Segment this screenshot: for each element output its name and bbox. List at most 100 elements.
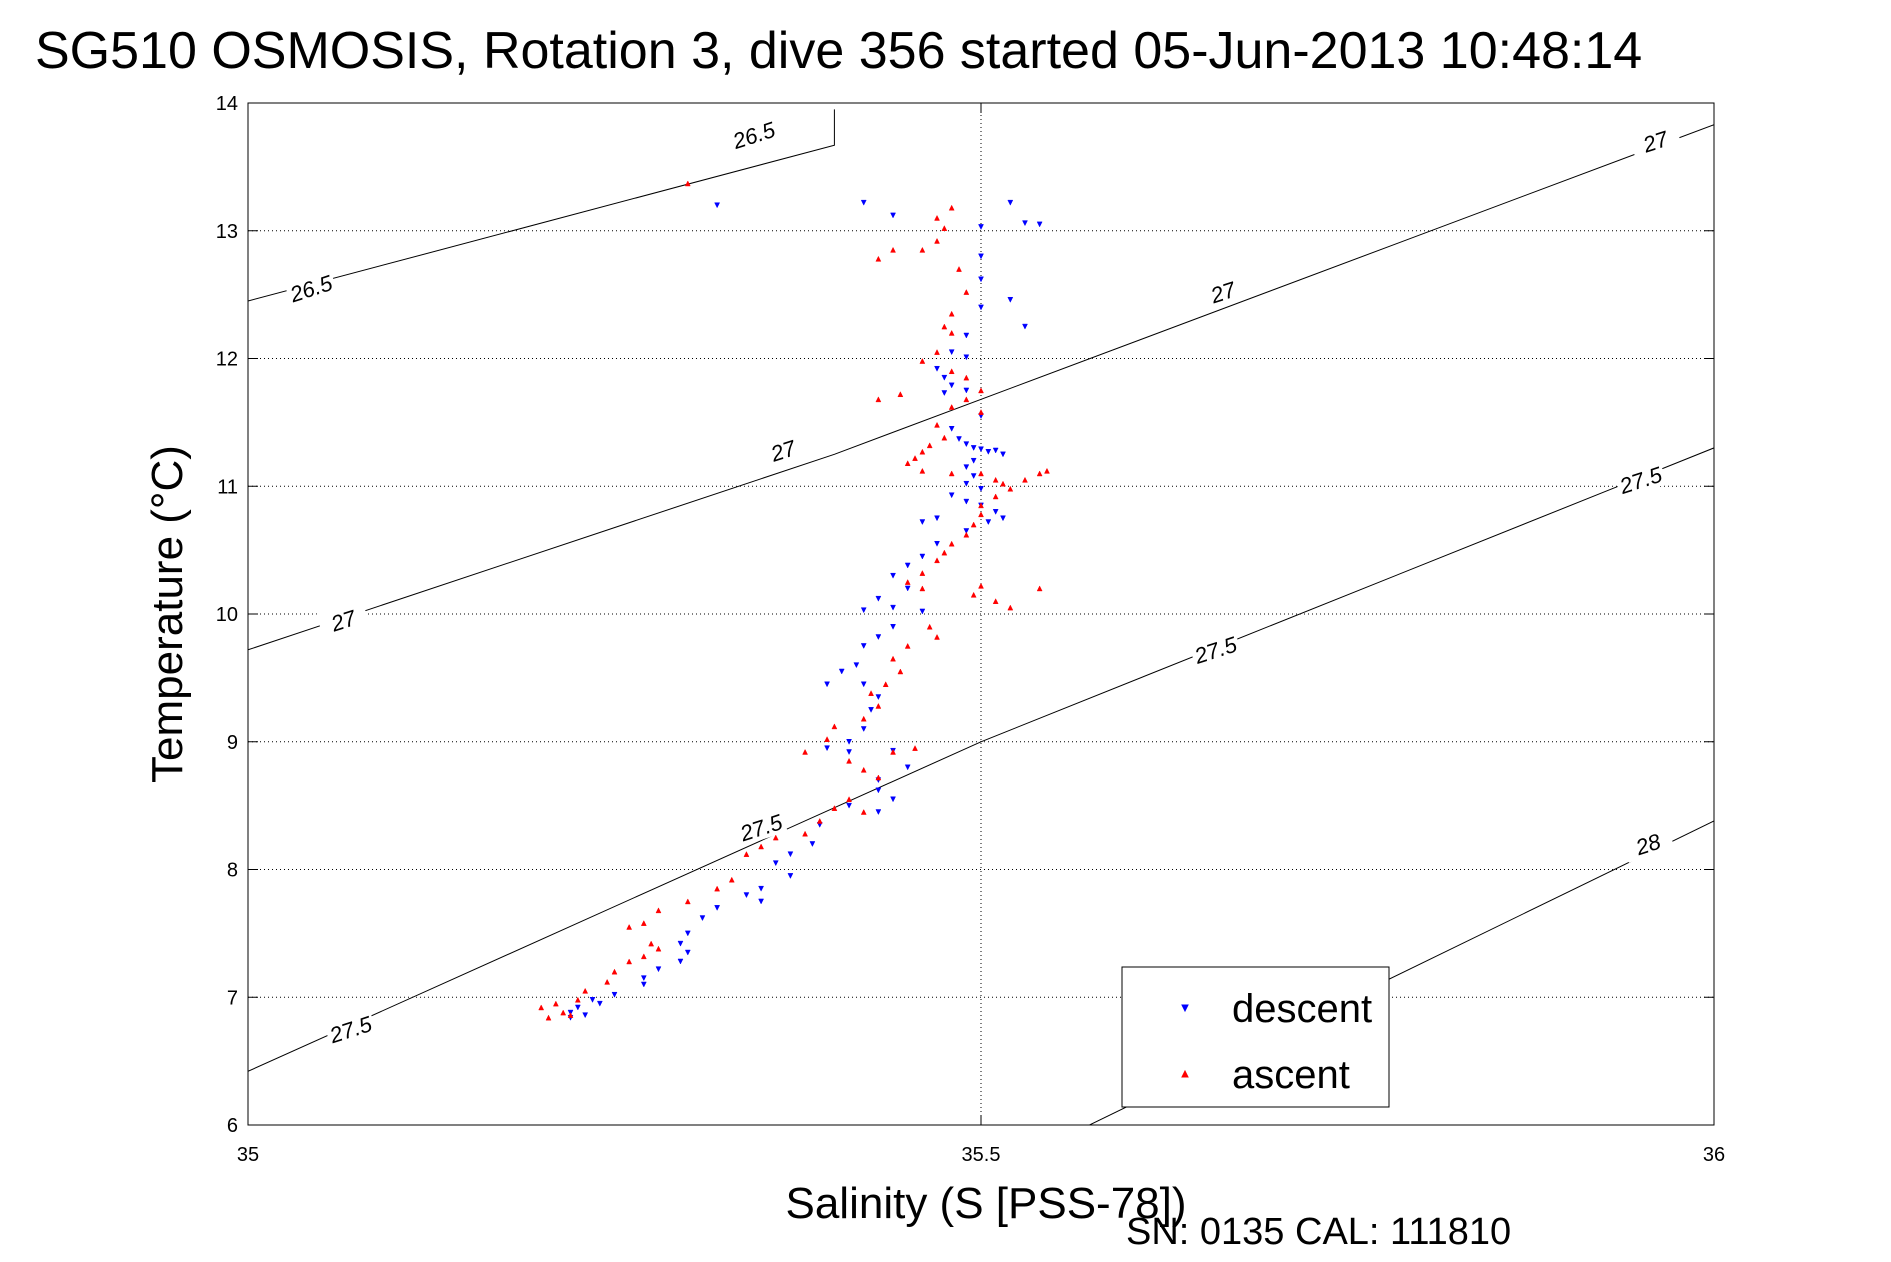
ascent-point (567, 1012, 574, 1018)
density-contour-27 (248, 124, 1714, 651)
descent-point (875, 787, 882, 794)
descent-point (582, 1012, 589, 1019)
ascent-point (875, 774, 882, 781)
ascent-point (897, 668, 904, 675)
y-tick-label: 13 (216, 221, 238, 243)
ascent-point (919, 467, 926, 474)
series-ascent (538, 180, 1050, 1021)
ascent-point (846, 796, 852, 802)
data-series (538, 180, 1050, 1021)
ascent-point (604, 978, 611, 985)
ascent-point (875, 396, 882, 403)
descent-point (846, 749, 852, 756)
descent-point (1007, 296, 1014, 303)
x-axis-label: Salinity (S [PSS-78]) (785, 1179, 1186, 1228)
descent-point (868, 707, 874, 713)
descent-point (919, 519, 926, 526)
descent-point (846, 739, 852, 745)
descent-point (860, 607, 867, 614)
ascent-point (582, 987, 589, 994)
ascent-point (963, 531, 970, 538)
x-tick-label: 35 (237, 1144, 259, 1166)
serial-calibration-footer: SN: 0135 CAL: 111810 (1126, 1211, 1511, 1253)
descent-point (772, 860, 779, 867)
descent-point (941, 390, 948, 397)
ascent-point (875, 702, 882, 709)
descent-point (824, 745, 830, 752)
descent-point (860, 643, 867, 649)
ascent-point (802, 830, 808, 837)
descent-point (677, 940, 684, 947)
legend-label-ascent: ascent (1232, 1053, 1350, 1097)
x-tick-labels: 35 35.5 36 (237, 1144, 1725, 1166)
descent-point (860, 726, 867, 733)
ascent-point (875, 255, 882, 262)
ascent-point (714, 885, 721, 892)
descent-point (684, 930, 691, 937)
ascent-point (926, 442, 933, 449)
ascent-point (626, 958, 633, 965)
contour-label-background (1188, 629, 1243, 669)
x-tick-label: 35.5 (962, 1144, 1001, 1166)
descent-point (1000, 515, 1006, 522)
ascent-point (934, 557, 940, 564)
ascent-point (948, 310, 955, 317)
contour-label-background (323, 1008, 378, 1049)
y-axis-label: Temperature (°C) (143, 445, 192, 783)
descent-point (655, 966, 662, 973)
y-tick-label: 8 (227, 860, 238, 882)
ascent-point (948, 329, 955, 336)
descent-point (875, 694, 882, 701)
ascent-point (552, 1000, 559, 1007)
descent-point (934, 365, 940, 372)
descent-point (963, 528, 970, 535)
contour-label-background (755, 429, 810, 470)
ascent-point (1044, 467, 1050, 474)
descent-point (1022, 220, 1028, 227)
ascent-point (919, 448, 926, 455)
ascent-point (948, 368, 955, 375)
y-tick-label: 7 (227, 987, 238, 1009)
ascent-point (802, 748, 808, 755)
y-tick-label: 14 (216, 93, 238, 115)
ascent-point (758, 843, 765, 850)
ascent-point (948, 204, 955, 211)
descent-point (875, 809, 882, 816)
descent-point (743, 892, 750, 899)
descent-point (948, 492, 955, 499)
descent-point (934, 515, 940, 522)
ascent-point (626, 923, 633, 930)
descent-point (963, 332, 970, 339)
descent-point (978, 224, 984, 230)
descent-point (948, 349, 955, 356)
ascent-point (963, 374, 970, 381)
ascent-point (963, 396, 970, 403)
legend-marker-ascent (1181, 1069, 1189, 1078)
descent-point (985, 519, 992, 526)
descent-point (904, 562, 911, 569)
descent-point (978, 276, 984, 283)
ascent-point (890, 655, 896, 662)
contour-label-background (726, 114, 781, 154)
ascent-point (926, 623, 933, 630)
descent-point (956, 436, 962, 443)
descent-point (904, 585, 911, 592)
ascent-point (978, 470, 984, 477)
ascent-point (941, 225, 948, 231)
ascent-point (948, 540, 955, 547)
ascent-point (640, 953, 647, 960)
ascent-point (919, 246, 926, 253)
ascent-point (992, 476, 999, 483)
ascent-point (1007, 604, 1014, 611)
descent-point (963, 387, 970, 394)
ascent-point (545, 1014, 552, 1021)
density-contour-27.5 (248, 447, 1714, 1072)
ascent-point (978, 502, 984, 509)
descent-point (787, 851, 794, 858)
descent-point (677, 958, 684, 965)
ascent-point (919, 357, 926, 364)
ascent-point (860, 715, 867, 722)
descent-point (640, 981, 647, 988)
y-tick-label: 12 (216, 349, 238, 371)
